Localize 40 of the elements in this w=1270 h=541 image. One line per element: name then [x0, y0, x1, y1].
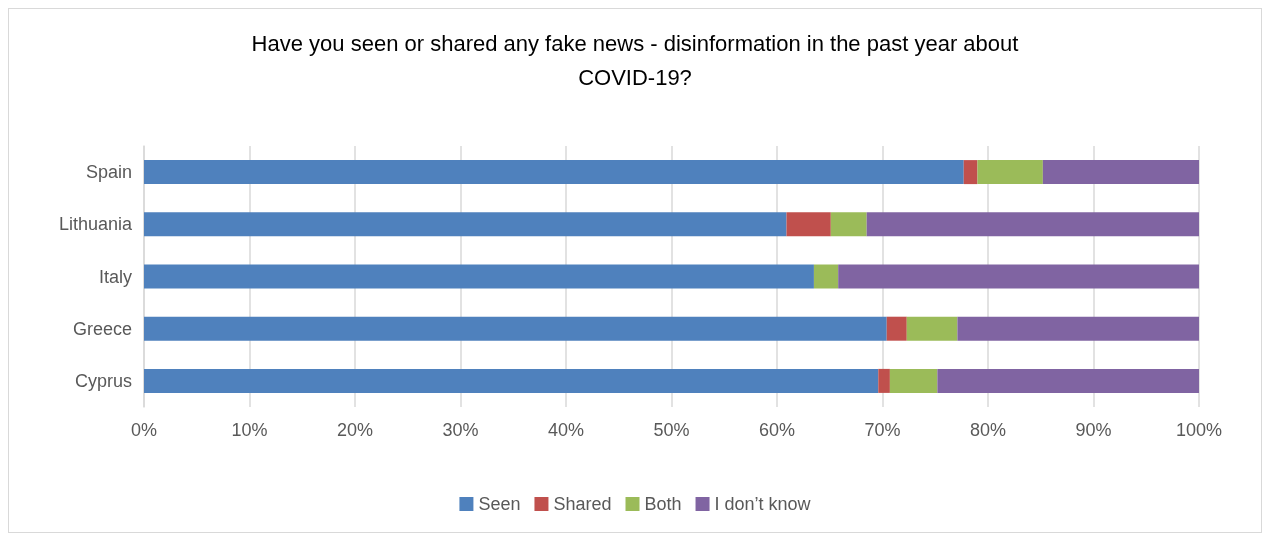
x-tick-label: 50% — [653, 420, 690, 440]
x-tick-label: 0% — [130, 420, 158, 440]
x-tick-label: 20% — [336, 420, 374, 440]
legend-label: Shared — [553, 494, 612, 514]
bar — [144, 212, 787, 237]
bar — [866, 212, 1199, 237]
bar — [977, 160, 1043, 185]
x-tick-label: 70% — [864, 420, 901, 440]
bar — [937, 368, 1199, 393]
x-tick-label: 100% — [1175, 420, 1223, 440]
bar — [886, 316, 907, 341]
bar — [838, 264, 1199, 289]
y-tick-label: Cyprus — [74, 370, 132, 391]
y-tick-label: Spain — [85, 162, 132, 183]
x-tick-label: 80% — [969, 420, 1007, 440]
bar — [889, 368, 938, 393]
x-tick-label: 30% — [442, 420, 479, 440]
bar — [144, 368, 879, 393]
x-tick-label: 10% — [231, 420, 268, 440]
bar — [878, 368, 890, 393]
bar — [963, 160, 978, 185]
x-tick-label: 90% — [1075, 420, 1112, 440]
legend-label: I don’t know — [714, 494, 812, 514]
legend-label: Both — [644, 494, 682, 514]
bar — [786, 212, 831, 237]
bar — [957, 316, 1199, 341]
chart-title: Have you seen or shared any fake news - disinformation in the past year about COVID-19? — [251, 30, 1019, 90]
bar — [144, 316, 887, 341]
bar — [1042, 160, 1199, 185]
y-tick-label: Lithuania — [58, 214, 133, 235]
y-tick-label: Greece — [72, 318, 132, 339]
y-tick-label: Italy — [98, 266, 132, 287]
x-tick-label: 40% — [547, 420, 585, 440]
legend-label: Seen — [478, 494, 521, 514]
bar — [144, 264, 814, 289]
bar — [906, 316, 958, 341]
bar — [813, 264, 839, 289]
x-tick-label: 60% — [758, 420, 796, 440]
bar — [144, 160, 964, 185]
bar — [830, 212, 867, 237]
